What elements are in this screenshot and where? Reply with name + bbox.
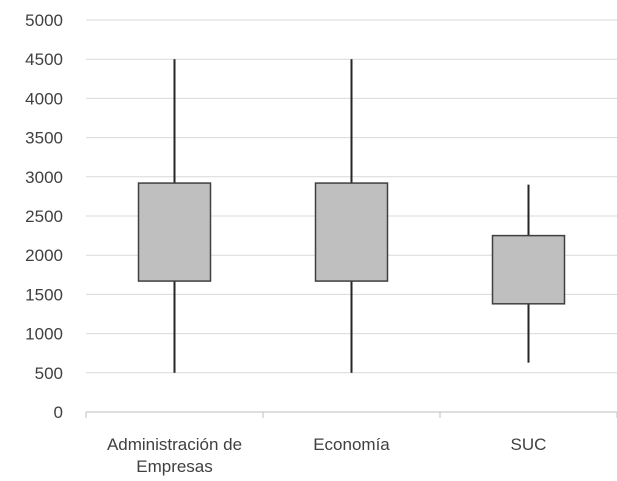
box xyxy=(137,182,212,282)
y-tick-label: 1000 xyxy=(25,325,63,344)
x-category-label: Empresas xyxy=(136,457,213,476)
y-tick-label: 4500 xyxy=(25,50,63,69)
y-tick-label: 500 xyxy=(35,364,63,383)
y-tick-label: 0 xyxy=(54,403,63,422)
y-tick-label: 3000 xyxy=(25,168,63,187)
y-tick-label: 5000 xyxy=(25,11,63,30)
y-tick-label: 3500 xyxy=(25,129,63,148)
y-tick-label: 1500 xyxy=(25,285,63,304)
box xyxy=(491,234,566,305)
x-category-label: Economía xyxy=(313,435,390,454)
y-tick-label: 4000 xyxy=(25,89,63,108)
x-category-label: SUC xyxy=(511,435,547,454)
y-tick-label: 2500 xyxy=(25,207,63,226)
box xyxy=(314,182,389,282)
x-category-label: Administración de xyxy=(107,435,242,454)
y-tick-label: 2000 xyxy=(25,246,63,265)
